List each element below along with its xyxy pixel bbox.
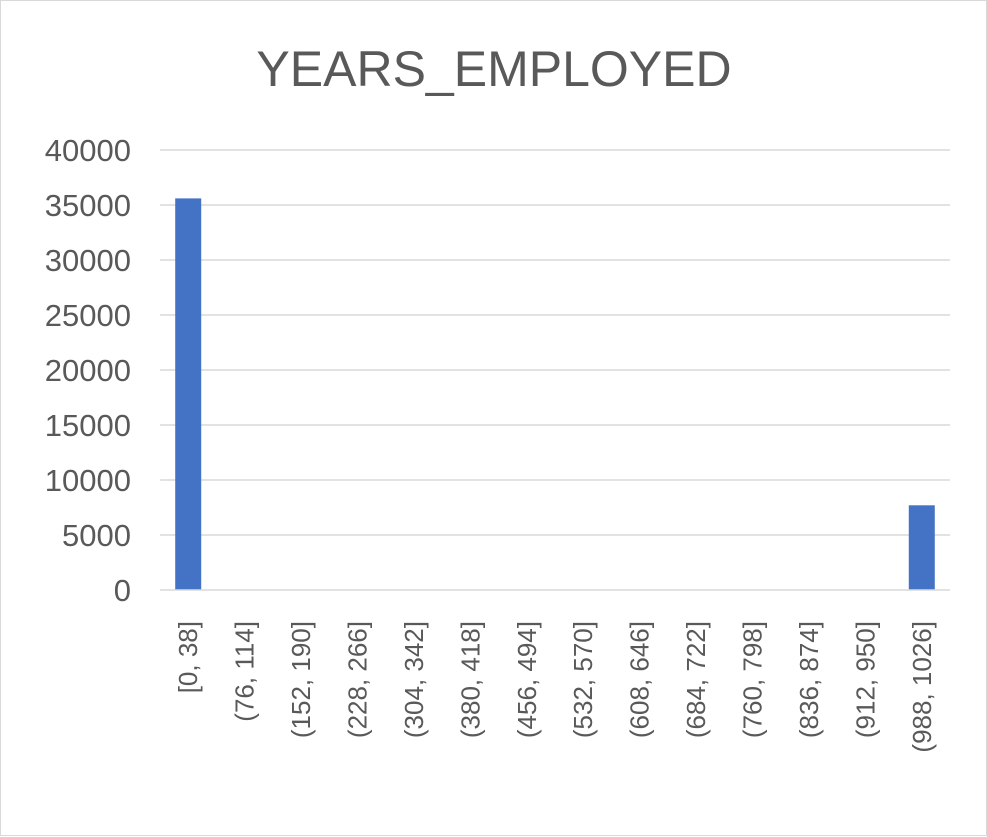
- bar: [908, 505, 935, 590]
- x-tick-label: (228, 266]: [343, 621, 373, 738]
- x-tick-label: (760, 798]: [738, 621, 768, 738]
- gridlines: [160, 149, 950, 536]
- y-tick-label: 10000: [45, 463, 131, 498]
- y-tick-label: 0: [114, 573, 131, 608]
- y-tick-label: 20000: [45, 353, 131, 388]
- y-tick-label: 30000: [45, 243, 131, 278]
- x-tick-label: (684, 722]: [681, 621, 711, 738]
- y-axis-ticks: 0 5000 10000 15000 20000 25000 30000 35000 40000: [45, 133, 131, 608]
- x-tick-label: (304, 342]: [399, 621, 429, 738]
- x-tick-label: (836, 874]: [794, 621, 824, 738]
- x-tick-label: (532, 570]: [568, 621, 598, 738]
- x-tick-label: [0, 38]: [173, 621, 203, 693]
- bars: [175, 198, 935, 590]
- x-tick-label: (988, 1026]: [907, 621, 937, 753]
- y-tick-label: 5000: [62, 518, 131, 553]
- y-tick-label: 35000: [45, 188, 131, 223]
- x-tick-label: (152, 190]: [286, 621, 316, 738]
- x-tick-label: (76, 114]: [230, 621, 260, 722]
- y-tick-label: 25000: [45, 298, 131, 333]
- y-tick-label: 40000: [45, 133, 131, 168]
- chart-title: YEARS_EMPLOYED: [256, 41, 731, 97]
- x-tick-label: (456, 494]: [512, 621, 542, 738]
- x-tick-label: (912, 950]: [850, 621, 880, 738]
- x-tick-label: (608, 646]: [625, 621, 655, 738]
- x-tick-label: (380, 418]: [455, 621, 485, 738]
- bar: [175, 198, 202, 590]
- x-axis-ticks: [0, 38] (76, 114] (152, 190] (228, 266] (304…: [173, 621, 937, 753]
- y-tick-label: 15000: [45, 408, 131, 443]
